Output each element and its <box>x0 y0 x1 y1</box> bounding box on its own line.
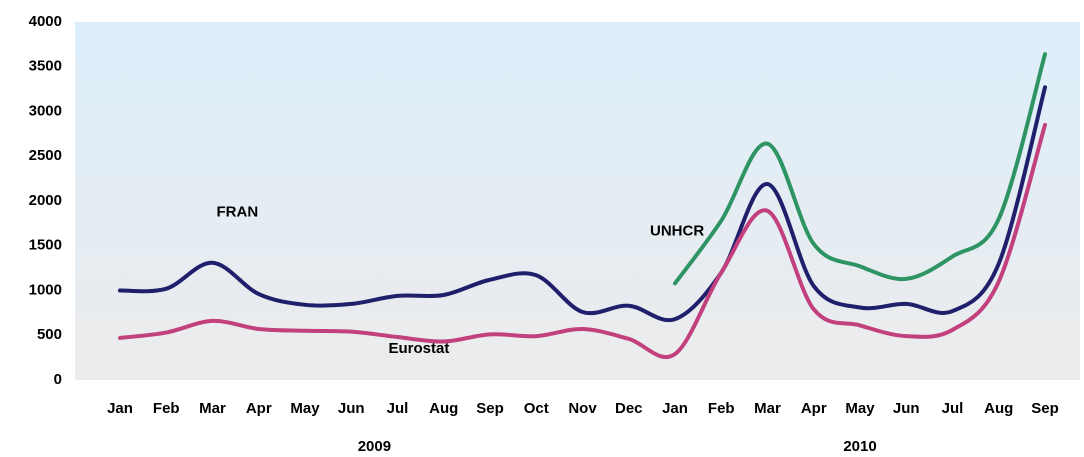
x-tick-label: Feb <box>708 400 735 417</box>
y-tick-label: 4000 <box>29 13 62 30</box>
series-label: UNHCR <box>650 222 704 239</box>
x-tick-label: Mar <box>754 400 781 417</box>
x-tick-label: Jan <box>662 400 688 417</box>
x-tick-label: Jul <box>942 400 964 417</box>
x-tick-label: Aug <box>984 400 1013 417</box>
x-tick-label: Nov <box>568 400 597 417</box>
plot-area <box>75 22 1080 380</box>
x-tick-label: Apr <box>246 400 272 417</box>
y-tick-label: 1500 <box>29 237 62 254</box>
series-label: FRAN <box>217 204 259 221</box>
series-line <box>118 85 1047 323</box>
series-line <box>118 122 1047 359</box>
y-tick-label: 1000 <box>29 281 62 298</box>
x-tick-label: May <box>290 400 320 417</box>
x-tick-label: Jun <box>893 400 920 417</box>
x-tick-label: Feb <box>153 400 180 417</box>
x-tick-label: Mar <box>199 400 226 417</box>
x-tick-label: May <box>845 400 875 417</box>
y-tick-label: 2000 <box>29 192 62 209</box>
y-tick-label: 0 <box>54 371 62 388</box>
series-label: Eurostat <box>389 340 450 357</box>
y-tick-label: 500 <box>37 326 62 343</box>
y-tick-label: 3500 <box>29 58 62 75</box>
series-line <box>673 52 1047 286</box>
x-tick-label: Jul <box>387 400 409 417</box>
x-tick-label: Aug <box>429 400 458 417</box>
x-tick-label: Sep <box>476 400 504 417</box>
x-tick-label: Apr <box>801 400 827 417</box>
group-label: 2009 <box>358 438 391 455</box>
group-label: 2010 <box>843 438 876 455</box>
y-tick-label: 2500 <box>29 147 62 164</box>
x-tick-label: Sep <box>1031 400 1059 417</box>
x-tick-label: Jan <box>107 400 133 417</box>
x-tick-label: Dec <box>615 400 643 417</box>
y-tick-label: 3000 <box>29 102 62 119</box>
x-tick-label: Oct <box>524 400 549 417</box>
x-tick-label: Jun <box>338 400 365 417</box>
